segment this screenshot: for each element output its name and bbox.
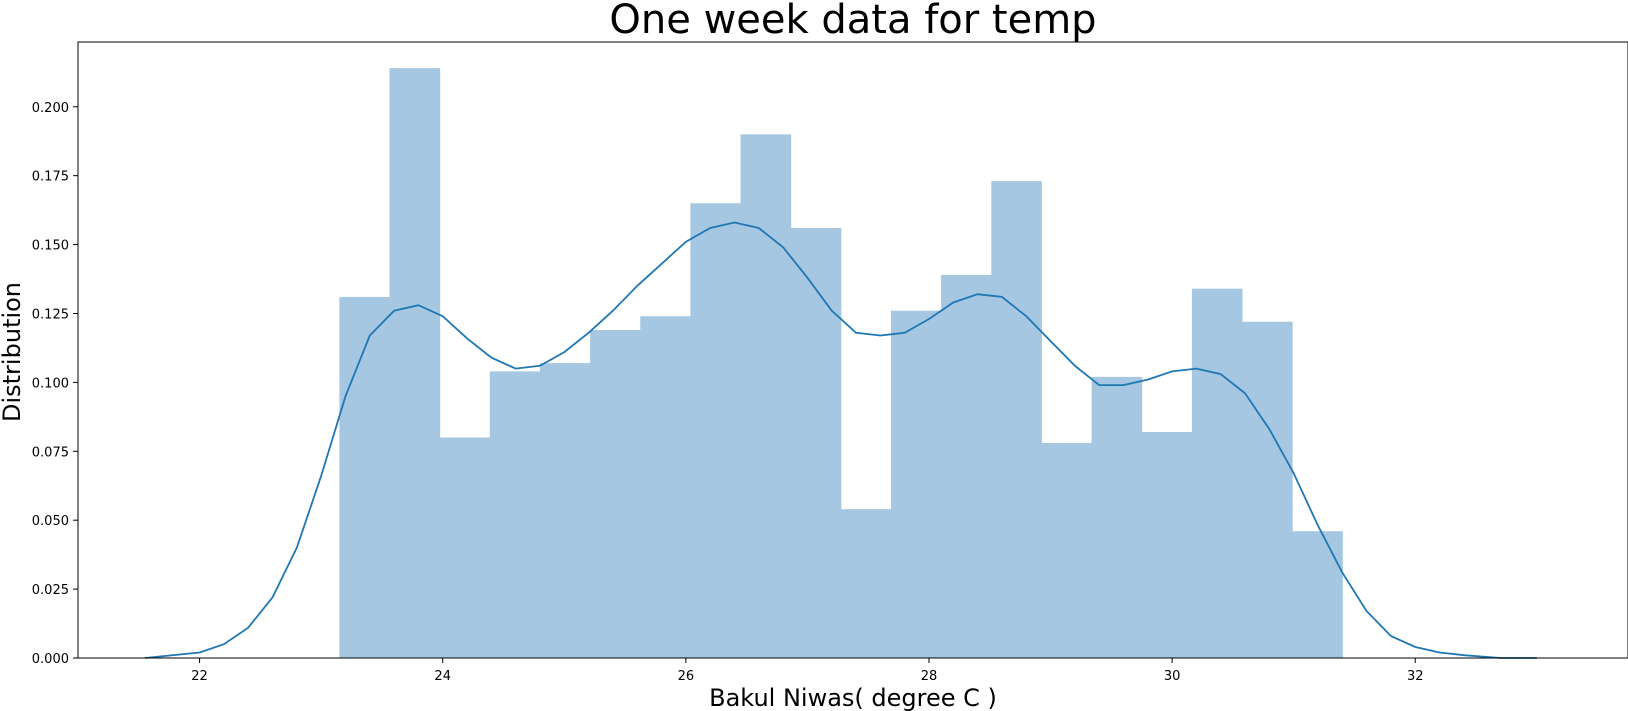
histogram-bar	[890, 310, 942, 658]
y-tick-label: 0.000	[32, 652, 69, 667]
histogram-bar	[339, 296, 391, 658]
x-axis-ticks: 22 24 26 28 30 32	[191, 658, 1424, 684]
histogram-bar	[1041, 443, 1093, 658]
y-tick-label: 0.175	[32, 170, 69, 185]
kde-curve	[144, 221, 1537, 659]
x-tick-label: 24	[434, 669, 451, 684]
histogram-bar	[1191, 288, 1243, 658]
x-tick-label: 30	[1164, 669, 1181, 684]
y-tick-label: 0.025	[32, 583, 69, 598]
histogram-bar	[840, 509, 892, 658]
histogram-bar	[590, 330, 641, 658]
histogram-bars	[339, 68, 1343, 659]
histogram-bar	[991, 181, 1042, 659]
histogram-bar	[1141, 431, 1193, 658]
histogram-bar	[539, 363, 591, 658]
histogram-bar	[1091, 376, 1143, 658]
x-tick-label: 28	[921, 669, 938, 684]
y-tick-label: 0.100	[32, 376, 69, 391]
histogram-bar	[690, 203, 742, 658]
x-tick-label: 22	[191, 669, 208, 684]
x-axis-label: Bakul Niwas( degree C )	[709, 684, 997, 711]
histogram-bar	[1292, 531, 1343, 658]
y-tick-label: 0.125	[32, 307, 69, 322]
y-tick-label: 0.050	[32, 514, 69, 529]
plot-frame	[77, 41, 1628, 659]
x-tick-label: 26	[678, 669, 695, 684]
histogram-bar	[740, 134, 792, 658]
x-tick-label: 32	[1407, 669, 1424, 684]
histogram-bar	[489, 371, 541, 658]
y-axis-ticks: 0.000 0.025 0.050 0.075 0.100 0.125 0.150 0.175…	[32, 101, 78, 667]
histogram-bar	[640, 316, 691, 658]
y-tick-label: 0.075	[32, 445, 69, 460]
y-tick-label: 0.150	[32, 239, 69, 254]
histogram-bar	[1242, 321, 1293, 658]
y-tick-label: 0.200	[32, 101, 69, 116]
histogram-bar	[941, 274, 992, 658]
histogram-bar	[790, 228, 842, 658]
histogram-bar	[389, 68, 441, 658]
y-axis-label: Distribution	[0, 282, 26, 422]
chart-title: One week data for temp	[609, 0, 1096, 43]
histogram-bar	[439, 437, 491, 658]
